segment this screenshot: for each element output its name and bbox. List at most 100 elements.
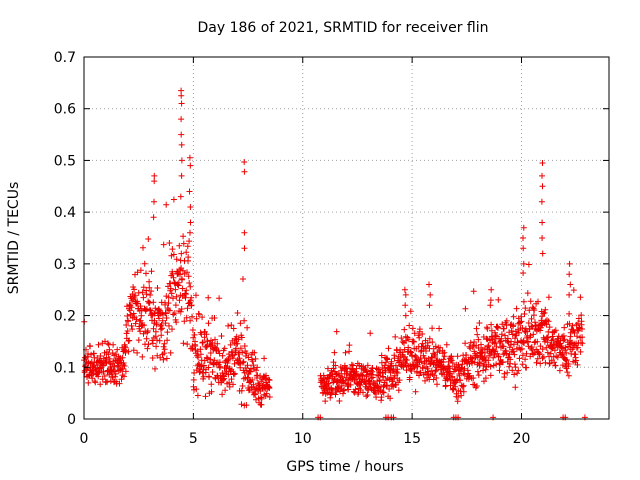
- data-point: [542, 306, 549, 313]
- data-point: [537, 360, 544, 367]
- x-tick-labels: 0 5 10 15 20: [80, 431, 531, 447]
- data-point: [566, 310, 573, 317]
- data-point: [522, 305, 529, 312]
- data-point: [144, 345, 151, 352]
- data-point: [350, 362, 356, 369]
- data-point: [245, 354, 252, 361]
- data-point: [197, 351, 204, 358]
- data-point: [455, 394, 462, 400]
- data-point: [574, 361, 581, 368]
- data-point: [506, 344, 513, 351]
- data-point: [474, 354, 481, 361]
- data-point: [332, 362, 339, 369]
- data-point: [482, 375, 489, 382]
- data-point: [341, 387, 348, 394]
- data-point: [135, 289, 142, 296]
- data-point: [385, 345, 392, 352]
- data-point: [406, 374, 413, 381]
- data-point: [250, 362, 257, 369]
- data-point: [230, 371, 237, 378]
- data-point: [243, 402, 250, 409]
- data-point: [214, 340, 221, 347]
- data-point: [398, 357, 404, 364]
- data-point: [487, 302, 494, 309]
- data-point: [180, 240, 187, 247]
- data-point: [540, 310, 547, 317]
- data-point: [386, 386, 393, 392]
- data-point: [177, 308, 184, 315]
- data-point: [209, 340, 216, 346]
- data-point: [163, 310, 169, 317]
- data-point: [172, 302, 179, 309]
- data-point: [331, 349, 338, 356]
- data-point: [482, 366, 489, 373]
- data-point: [379, 389, 386, 395]
- data-point: [324, 365, 331, 372]
- data-point: [544, 339, 551, 346]
- data-point: [423, 348, 429, 354]
- data-point: [121, 373, 127, 380]
- data-point: [509, 367, 516, 374]
- data-point: [191, 331, 198, 338]
- y-tick-label: 0.1: [54, 360, 76, 376]
- data-point: [539, 235, 546, 241]
- data-point: [567, 281, 574, 288]
- data-point: [344, 380, 351, 387]
- data-point: [178, 172, 185, 179]
- data-point: [199, 339, 206, 346]
- data-point: [493, 343, 500, 350]
- data-point: [411, 364, 418, 371]
- data-point: [116, 380, 123, 387]
- data-point: [137, 267, 144, 274]
- data-point: [541, 309, 548, 316]
- data-point: [539, 172, 545, 179]
- data-point: [241, 168, 248, 175]
- data-point: [84, 365, 91, 372]
- data-point: [241, 245, 248, 252]
- data-point: [144, 329, 151, 336]
- data-point: [577, 348, 584, 355]
- data-point: [199, 339, 206, 346]
- data-point: [427, 291, 434, 298]
- data-point: [183, 249, 190, 256]
- data-point: [139, 289, 146, 296]
- data-point: [570, 287, 577, 294]
- data-point: [510, 348, 517, 355]
- data-point: [336, 398, 343, 404]
- data-point: [178, 100, 185, 107]
- data-point: [488, 286, 495, 293]
- axis-ticks: [83, 56, 609, 420]
- data-point: [135, 337, 142, 344]
- data-point: [203, 354, 210, 361]
- data-point: [212, 336, 218, 343]
- data-point: [449, 373, 456, 380]
- data-point: [188, 302, 195, 309]
- data-point: [101, 373, 108, 379]
- data-point: [511, 341, 517, 348]
- data-point: [378, 352, 385, 359]
- x-tick-label: 15: [403, 431, 421, 447]
- data-point: [487, 363, 494, 370]
- data-point: [153, 320, 160, 326]
- x-tick-label: 0: [80, 431, 89, 447]
- data-point: [467, 339, 474, 346]
- data-point: [393, 368, 400, 375]
- data-point: [226, 379, 233, 386]
- data-point: [143, 335, 150, 342]
- data-point: [426, 281, 432, 288]
- data-point: [187, 229, 193, 236]
- data-point: [159, 325, 165, 332]
- data-point: [539, 313, 546, 320]
- y-tick-label: 0.5: [54, 153, 76, 169]
- data-point: [156, 337, 163, 344]
- data-point: [120, 360, 127, 366]
- data-point: [436, 325, 443, 332]
- data-point: [492, 329, 498, 336]
- data-point: [165, 294, 172, 301]
- data-point: [390, 367, 397, 374]
- data-point: [525, 320, 532, 326]
- data-point: [127, 311, 134, 318]
- data-point: [104, 340, 111, 347]
- data-point: [178, 116, 185, 123]
- data-point: [482, 349, 488, 356]
